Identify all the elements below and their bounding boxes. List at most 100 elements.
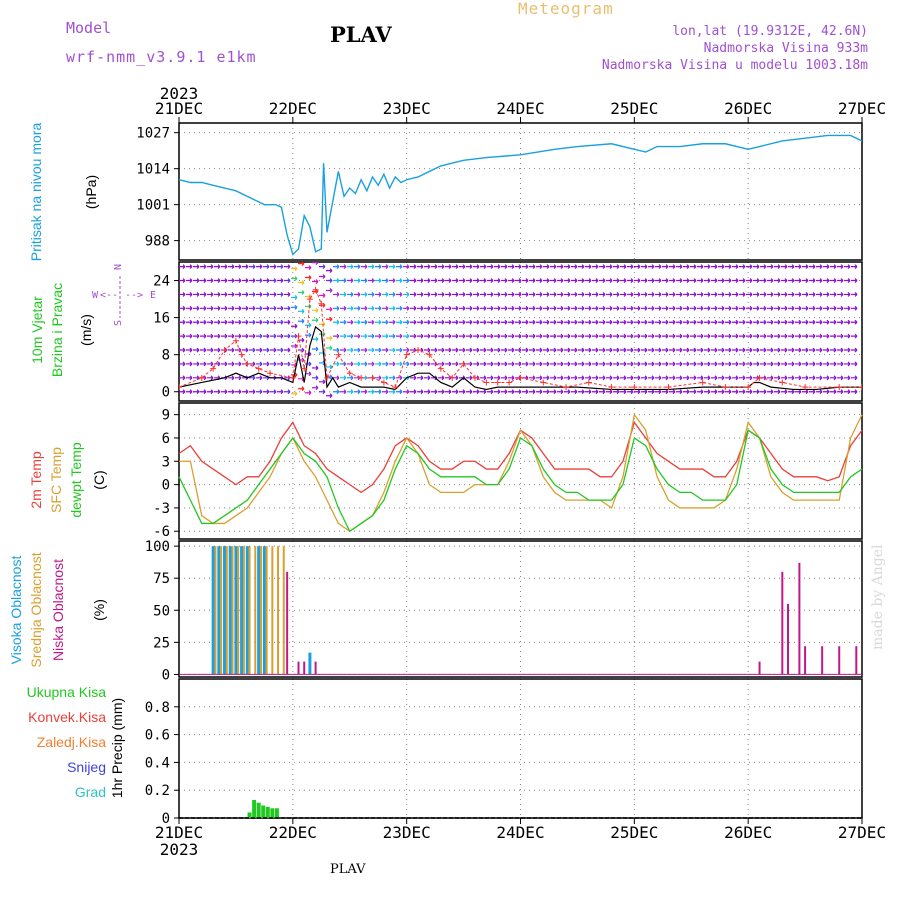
wind-barb	[270, 347, 277, 353]
wind-barb	[473, 292, 480, 297]
wind-barb	[711, 389, 718, 395]
wind-barb	[207, 292, 214, 297]
wind-barb	[368, 319, 375, 325]
wind-barb	[179, 305, 186, 311]
wind-barb	[410, 389, 417, 395]
wind-barb	[501, 375, 508, 381]
wind-barb	[200, 361, 207, 367]
wind-barb	[634, 389, 641, 395]
cloud-bar	[211, 546, 215, 675]
wind-gust-marker	[426, 351, 433, 358]
wind-barb	[578, 264, 585, 270]
wind-barb	[354, 389, 361, 395]
wind-gust-marker	[756, 374, 763, 381]
y-tick-label: 1027	[136, 126, 170, 142]
wind-barb	[452, 361, 459, 367]
pressure-line	[178, 134, 863, 256]
wind-gust-marker	[255, 365, 262, 372]
wind-barb	[711, 333, 718, 339]
wind-barb	[249, 278, 256, 283]
wind-barb	[312, 279, 319, 284]
wind-barb	[704, 333, 711, 339]
wind-barb	[466, 361, 473, 367]
wind-barb	[683, 264, 690, 270]
wind-barb	[501, 292, 508, 297]
wind-barb	[564, 361, 571, 367]
wind-barb	[410, 361, 417, 367]
wind-barb	[396, 347, 403, 353]
wind-barb	[655, 375, 662, 381]
wind-barb	[487, 389, 494, 395]
wind-barb	[487, 375, 494, 381]
wind-barb	[739, 389, 746, 395]
wind-barb	[816, 264, 823, 270]
wind-barb	[683, 375, 690, 381]
wind-barb	[627, 347, 634, 353]
wind-barb	[550, 278, 557, 283]
wind-gust-marker	[369, 374, 376, 381]
wind-barb	[431, 347, 438, 353]
wind-barb	[851, 347, 858, 353]
y-tick-label: 0	[162, 667, 170, 683]
wind-barb	[263, 333, 270, 339]
wind-barb	[788, 278, 795, 283]
wind-barb	[795, 278, 802, 283]
wind-barb	[578, 333, 585, 339]
wind-barb	[459, 347, 466, 353]
wind-barb	[438, 319, 445, 325]
wind-barb	[326, 345, 333, 351]
wind-barb	[683, 278, 690, 283]
wind-barb	[459, 292, 466, 297]
wind-barb	[193, 264, 200, 270]
wind-barb	[851, 319, 858, 325]
wind-barb	[648, 292, 655, 297]
wind-barb	[361, 333, 368, 339]
wind-barb	[284, 278, 291, 283]
wind-barb	[417, 361, 424, 367]
y-tick-label: -6	[153, 524, 170, 540]
wind-barb	[263, 278, 270, 283]
wind-barb	[669, 361, 676, 367]
wind-barb	[249, 375, 256, 381]
wind-barb	[718, 319, 725, 325]
wind-barb	[529, 319, 536, 325]
wind-gust-marker	[563, 384, 570, 391]
cloud-bar	[781, 571, 784, 675]
wind-barb	[690, 347, 697, 353]
wind-barb	[480, 264, 487, 270]
wind-barb	[774, 292, 781, 297]
wind-gust-marker	[745, 384, 752, 391]
wind-barb	[424, 319, 431, 325]
wind-barb	[417, 264, 424, 270]
wind-barb	[417, 333, 424, 339]
compass-n: N	[113, 264, 124, 270]
wind-barb	[725, 264, 732, 270]
wind-barb	[788, 347, 795, 353]
precip-bar	[256, 802, 261, 818]
wind-barb	[410, 333, 417, 339]
wind-barb	[718, 292, 725, 297]
wind-barb	[606, 305, 613, 311]
wind-barb	[676, 375, 683, 381]
wind-barb	[494, 292, 501, 297]
wind-barb	[606, 319, 613, 325]
wind-barb	[669, 319, 676, 325]
wind-barb	[662, 264, 669, 270]
wind-barb	[739, 361, 746, 367]
wind-barb	[711, 278, 718, 283]
wind-barb	[620, 278, 627, 283]
wind-barb	[452, 292, 459, 297]
wind-barb	[375, 278, 382, 283]
wind-barb	[326, 335, 333, 341]
wind-barb	[214, 319, 221, 325]
wind-barb	[480, 305, 487, 311]
temp-ylabel-sfc: SFC Temp	[48, 447, 64, 513]
cloud-bar	[242, 546, 245, 675]
wind-barb	[809, 278, 816, 283]
wind-barb	[648, 333, 655, 339]
wind-barb	[718, 305, 725, 311]
wind-barb	[830, 361, 837, 367]
wind-barb	[536, 389, 543, 395]
wind-barb	[361, 305, 368, 311]
wind-barb	[704, 347, 711, 353]
